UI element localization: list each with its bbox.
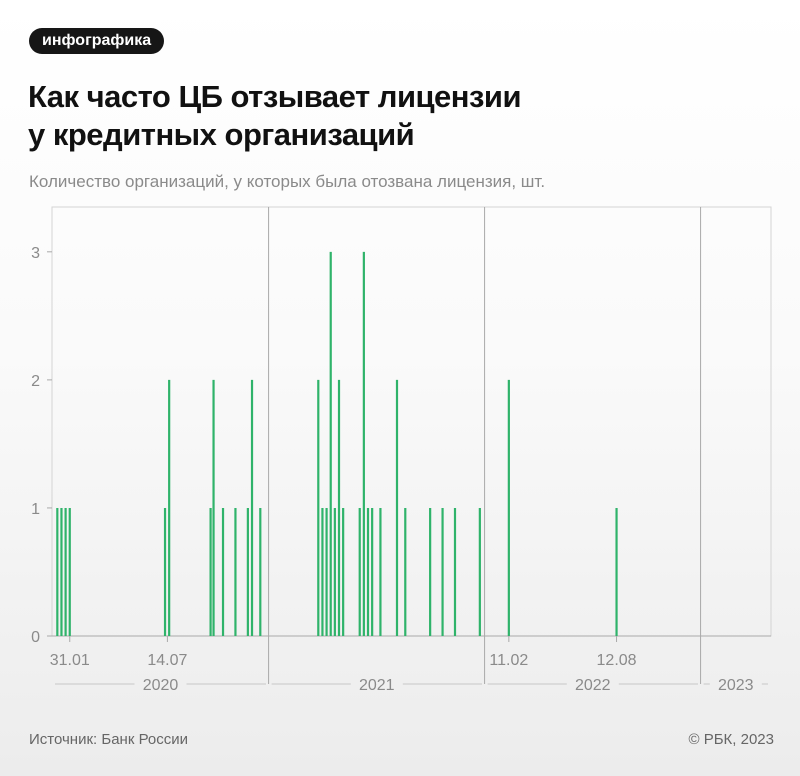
y-tick-label-2: 2 [31,373,40,390]
chart-title-line-1: Как часто ЦБ отзывает лицензии [28,79,522,114]
y-tick-label-0: 0 [31,629,40,646]
y-tick-label-1: 1 [31,501,40,518]
chart-subtitle: Количество организаций, у которых была о… [29,172,546,191]
year-label-2022: 2022 [575,677,611,694]
date-label-3: 12.08 [597,652,637,669]
year-label-2023: 2023 [718,677,754,694]
chart-title-line-2: у кредитных организаций [28,117,415,152]
plot-frame [51,206,772,637]
date-label-1: 14.07 [147,652,187,669]
year-label-2021: 2021 [359,677,395,694]
date-label-2: 11.02 [489,652,528,669]
bar-chart: 0 1 2 3 31.01 14.07 11.02 12.08 2020 2021 2022 2023 [31,206,772,694]
source-note: Источник: Банк России [29,731,189,748]
y-tick-label-3: 3 [31,245,40,262]
date-label-0: 31.01 [50,652,90,669]
category-tag: инфографика [29,28,165,54]
year-label-2020: 2020 [143,677,179,694]
chart-title: Как часто ЦБ отзывает лицензии у кредитн… [28,78,768,154]
copyright-note: © РБК, 2023 [688,731,774,748]
